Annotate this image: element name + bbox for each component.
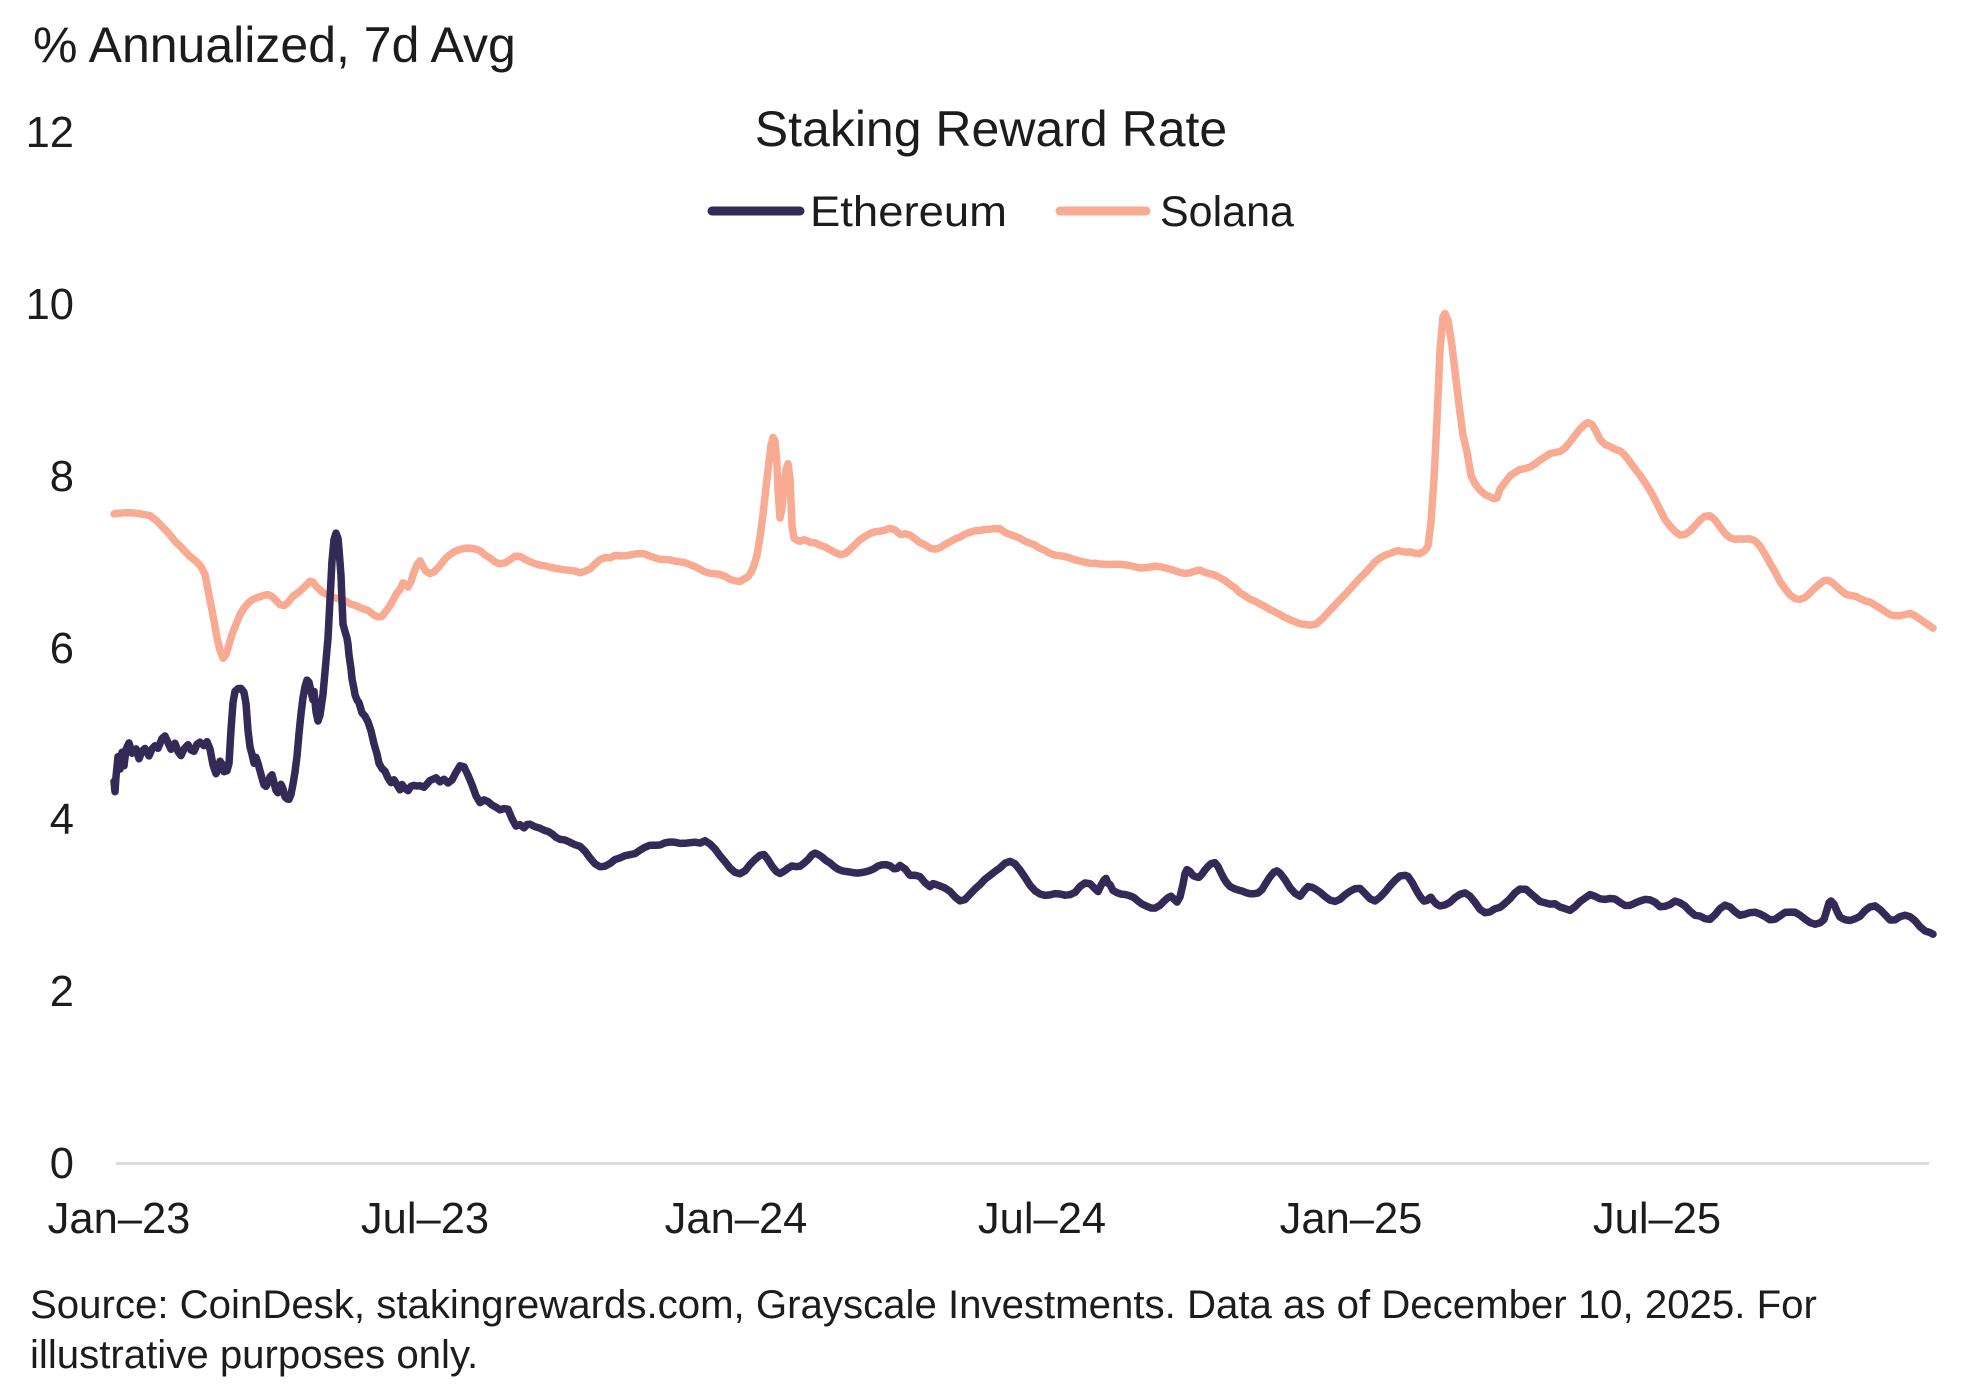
- svg-text:Jan–25: Jan–25: [1280, 1195, 1423, 1243]
- svg-text:6: 6: [50, 625, 74, 673]
- svg-text:Jul–23: Jul–23: [361, 1195, 489, 1243]
- svg-text:Jan–24: Jan–24: [665, 1195, 808, 1243]
- svg-text:Jul–25: Jul–25: [1593, 1195, 1721, 1243]
- svg-text:% Annualized, 7d Avg: % Annualized, 7d Avg: [33, 17, 516, 73]
- svg-text:Source: CoinDesk, stakingrewar: Source: CoinDesk, stakingrewards.com, Gr…: [30, 1282, 1817, 1327]
- svg-text:Jan–23: Jan–23: [48, 1195, 191, 1243]
- svg-text:10: 10: [26, 281, 74, 329]
- svg-text:Ethereum: Ethereum: [810, 188, 1007, 236]
- svg-text:8: 8: [50, 453, 74, 501]
- svg-text:2: 2: [50, 968, 74, 1016]
- svg-text:4: 4: [50, 796, 74, 844]
- svg-text:Solana: Solana: [1160, 188, 1294, 236]
- svg-text:0: 0: [50, 1140, 74, 1188]
- svg-text:Jul–24: Jul–24: [978, 1195, 1106, 1243]
- svg-text:illustrative purposes only.: illustrative purposes only.: [30, 1332, 478, 1377]
- svg-text:Staking Reward Rate: Staking Reward Rate: [755, 101, 1227, 157]
- svg-text:12: 12: [26, 109, 74, 157]
